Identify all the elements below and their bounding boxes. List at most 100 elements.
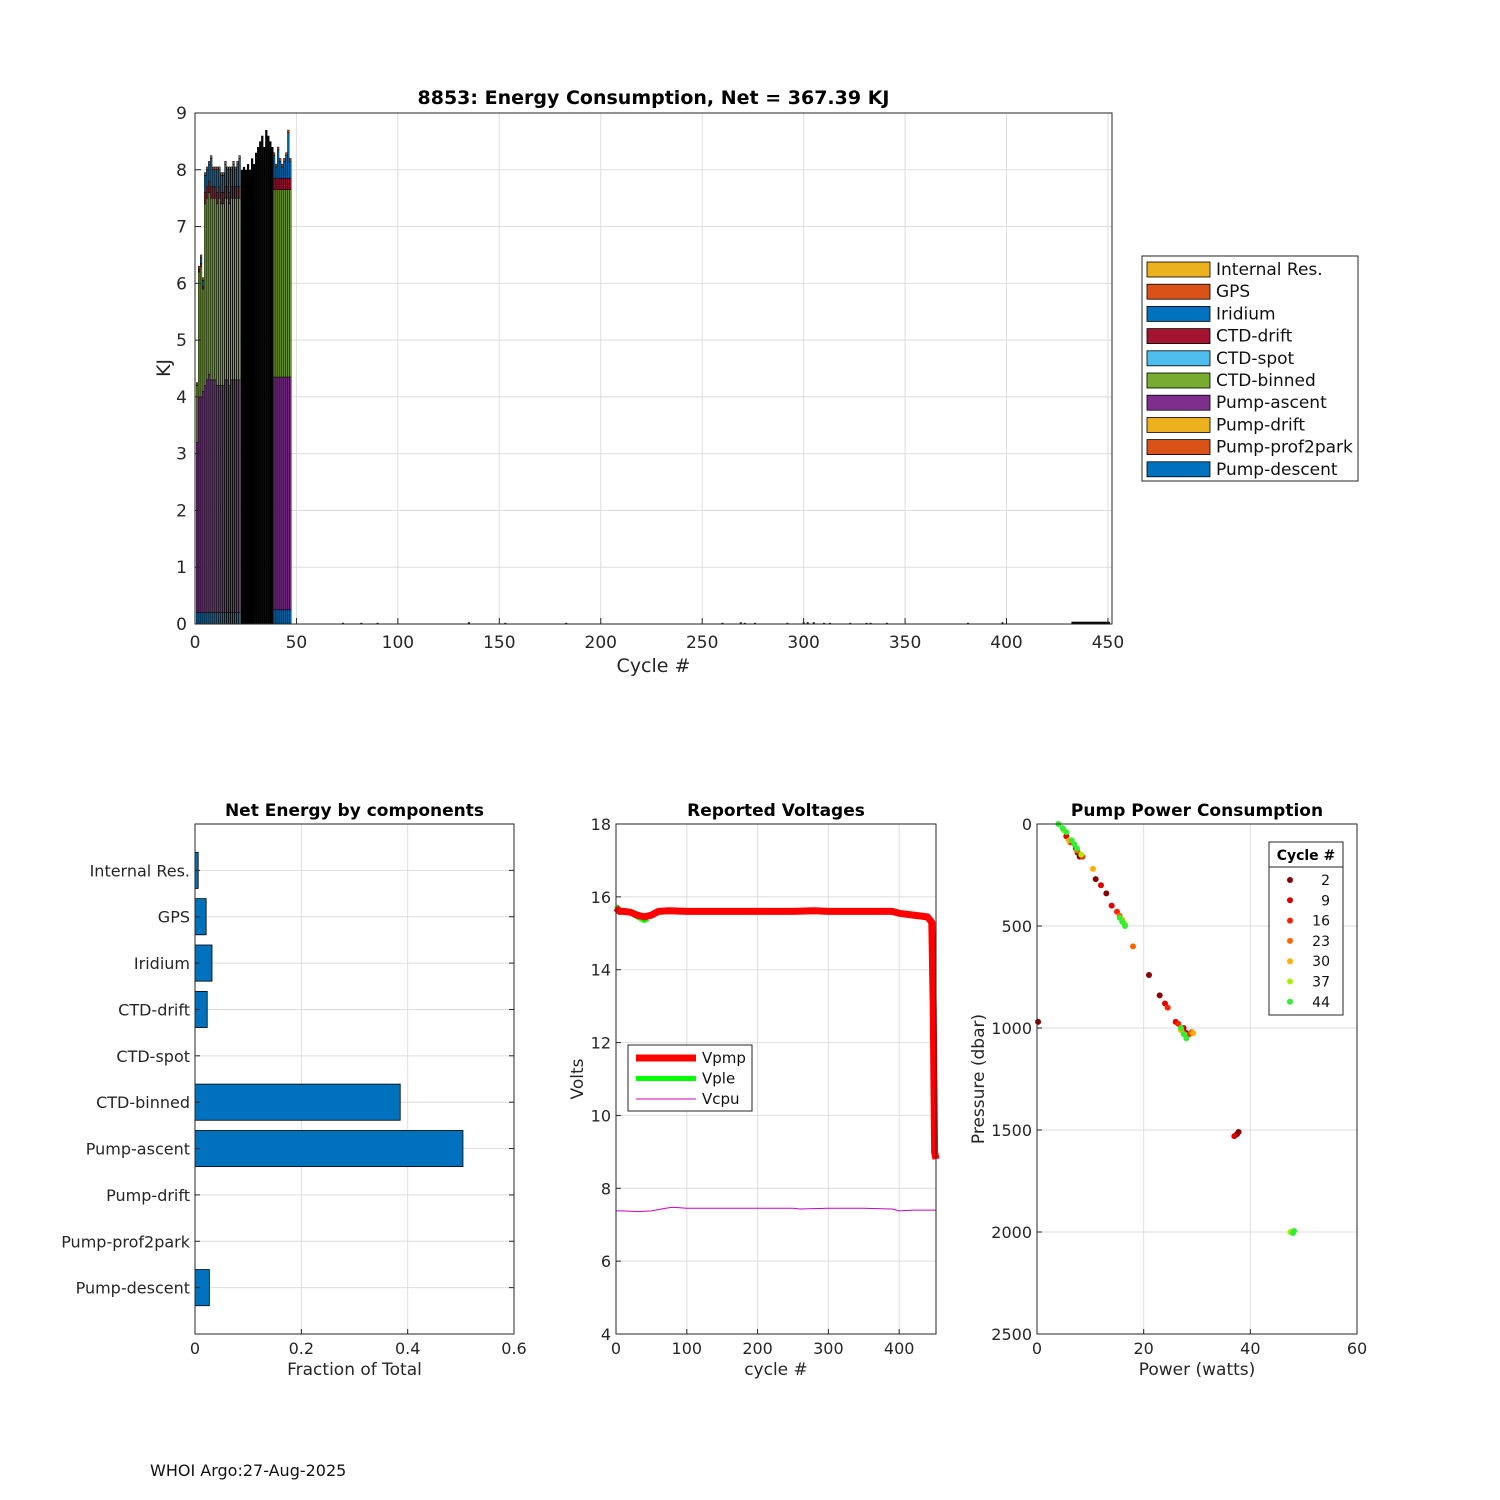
bar-segment-ctd-drift bbox=[222, 192, 225, 205]
comp-category-tick-label: Internal Res. bbox=[90, 861, 190, 880]
bar-segment-iridium bbox=[200, 257, 203, 264]
bar-segment-iridium bbox=[226, 169, 229, 188]
bar-segment-iridium bbox=[212, 169, 215, 188]
cycle-bar-small bbox=[812, 622, 815, 624]
legend-swatch-iridium bbox=[1146, 305, 1211, 322]
bar-segment-pump-descent bbox=[283, 609, 286, 625]
pump-legend-label-37: 37 bbox=[1312, 975, 1330, 991]
bar-segment-pump-descent bbox=[210, 612, 213, 625]
bar-segment-ctd-binned bbox=[210, 197, 213, 381]
cycle-bar-black bbox=[250, 158, 254, 624]
cycle-bar-black bbox=[263, 147, 266, 625]
bar-segment-pump-ascent bbox=[224, 379, 227, 613]
bar-segment-ctd-drift bbox=[273, 178, 276, 190]
bar-segment-iridium bbox=[204, 175, 207, 193]
volt-y-tick-label: 18 bbox=[591, 815, 611, 834]
main-x-tick-label: 450 bbox=[1092, 633, 1124, 653]
scatter-point-cycle-44 bbox=[1122, 923, 1128, 929]
bar-segment-pump-ascent bbox=[277, 376, 280, 611]
volt-x-tick-label: 0 bbox=[611, 1339, 621, 1358]
bar-segment-gps bbox=[277, 146, 280, 151]
bar-segment-ctd-binned bbox=[279, 189, 282, 378]
bar-segment-gps bbox=[204, 172, 207, 176]
bar-segment-pump-ascent bbox=[204, 385, 207, 613]
comp-category-tick-label: CTD-spot bbox=[116, 1047, 190, 1066]
bar-segment-gps bbox=[214, 166, 217, 171]
cycle-bar-black bbox=[267, 135, 270, 624]
series-line-vcpu bbox=[616, 1206, 936, 1213]
bar-segment-pump-descent bbox=[285, 609, 288, 625]
bar-segment-ctd-binned bbox=[236, 197, 239, 381]
bar-segment-ctd-drift bbox=[285, 178, 288, 190]
pump-legend-label-16: 16 bbox=[1312, 914, 1330, 930]
bar-segment-ctd-drift bbox=[230, 186, 233, 199]
legend-swatch-pump-descent bbox=[1146, 461, 1211, 478]
bar-segment-ctd-binned bbox=[228, 203, 231, 386]
volt-y-tick-label: 6 bbox=[601, 1252, 611, 1271]
cycle-bar-small bbox=[360, 622, 363, 624]
volt-y-tick-label: 12 bbox=[591, 1034, 611, 1053]
pump-x-tick-label: 40 bbox=[1240, 1339, 1260, 1358]
bar-segment-pump-ascent bbox=[285, 376, 288, 611]
bar-segment-ctd-binned bbox=[206, 197, 209, 381]
bar-segment-gps bbox=[224, 161, 227, 165]
legend-label-pump-ascent: Pump-ascent bbox=[1216, 393, 1327, 413]
bar-segment-ctd-binned bbox=[287, 189, 290, 378]
bar-segment-pump-ascent bbox=[289, 376, 292, 611]
legend-swatch-pump-prof2park bbox=[1146, 439, 1211, 456]
bar-segment-iridium bbox=[277, 149, 280, 179]
main-x-tick-label: 200 bbox=[585, 633, 617, 653]
bar-segment-ctd-binned bbox=[218, 197, 221, 386]
bar-segment-ctd-binned bbox=[212, 197, 215, 381]
bar-segment-pump-descent bbox=[202, 612, 205, 625]
bar-segment-ctd-drift bbox=[200, 263, 203, 267]
volt-legend-label-vpmp: Vpmp bbox=[702, 1049, 746, 1067]
legend-swatch-pump-ascent bbox=[1146, 394, 1211, 411]
cycle-bar-small bbox=[342, 622, 345, 624]
volt-y-tick-label: 14 bbox=[591, 961, 611, 980]
cycle-bar-small bbox=[1001, 622, 1004, 624]
bar-segment-gps bbox=[285, 152, 288, 156]
bar-segment-ctd-drift bbox=[197, 268, 201, 273]
scatter-point-cycle-44 bbox=[1291, 1227, 1298, 1234]
bar-segment-ctd-drift bbox=[287, 178, 290, 190]
bar-segment-pump-ascent bbox=[206, 379, 209, 613]
bar-segment-pump-ascent bbox=[279, 376, 282, 611]
bar-segment-pump-descent bbox=[281, 609, 284, 625]
comp-category-tick-label: Iridium bbox=[134, 954, 190, 973]
bar-segment-ctd-binned bbox=[224, 197, 227, 381]
bar-segment-ctd-drift bbox=[226, 186, 229, 199]
bar-segment-pump-descent bbox=[216, 612, 219, 625]
cycle-bar-small bbox=[739, 622, 742, 624]
cycle-bar-small bbox=[822, 622, 825, 624]
scatter-point-cycle-2 bbox=[1035, 1018, 1042, 1025]
comp-category-tick-label: Pump-prof2park bbox=[61, 1232, 191, 1251]
scatter-point-cycle-30 bbox=[1190, 1030, 1197, 1037]
bar-segment-iridium bbox=[281, 166, 284, 179]
bar-segment-iridium bbox=[289, 161, 292, 179]
bar-segment-pump-ascent bbox=[210, 379, 213, 613]
cycle-bar-black bbox=[257, 147, 260, 625]
bar-segment-pump-descent bbox=[277, 609, 280, 625]
legend-label-ctd-spot: CTD-spot bbox=[1216, 349, 1295, 369]
bar-segment-pump-ascent bbox=[283, 376, 286, 611]
pump-y-tick-label: 1000 bbox=[991, 1019, 1032, 1038]
comp-x-axis-label: Fraction of Total bbox=[287, 1360, 422, 1380]
pump-y-tick-label: 0 bbox=[1022, 815, 1032, 834]
scatter-point-cycle-9 bbox=[1231, 1133, 1238, 1140]
scatter-point-cycle-16 bbox=[1164, 1004, 1171, 1011]
bar-segment-ctd-drift bbox=[202, 285, 205, 290]
bar-segment-ctd-binned bbox=[234, 197, 237, 381]
bar-segment-gps bbox=[202, 277, 205, 281]
bar-segment-ctd-binned bbox=[275, 189, 278, 378]
volt-axes-box bbox=[615, 823, 937, 1335]
bar-segment-pump-descent bbox=[224, 612, 227, 625]
bar-segment-ctd-binned bbox=[220, 203, 223, 386]
bar-segment-pump-ascent bbox=[212, 379, 215, 613]
scatter-point-cycle-2 bbox=[1146, 971, 1152, 978]
cycle-bar-small bbox=[806, 622, 809, 624]
pump-x-tick-label: 60 bbox=[1347, 1339, 1367, 1358]
comp-x-tick-label: 0 bbox=[190, 1339, 200, 1358]
main-y-tick-label: 5 bbox=[176, 331, 187, 351]
bar-segment-pump-descent bbox=[234, 612, 237, 625]
